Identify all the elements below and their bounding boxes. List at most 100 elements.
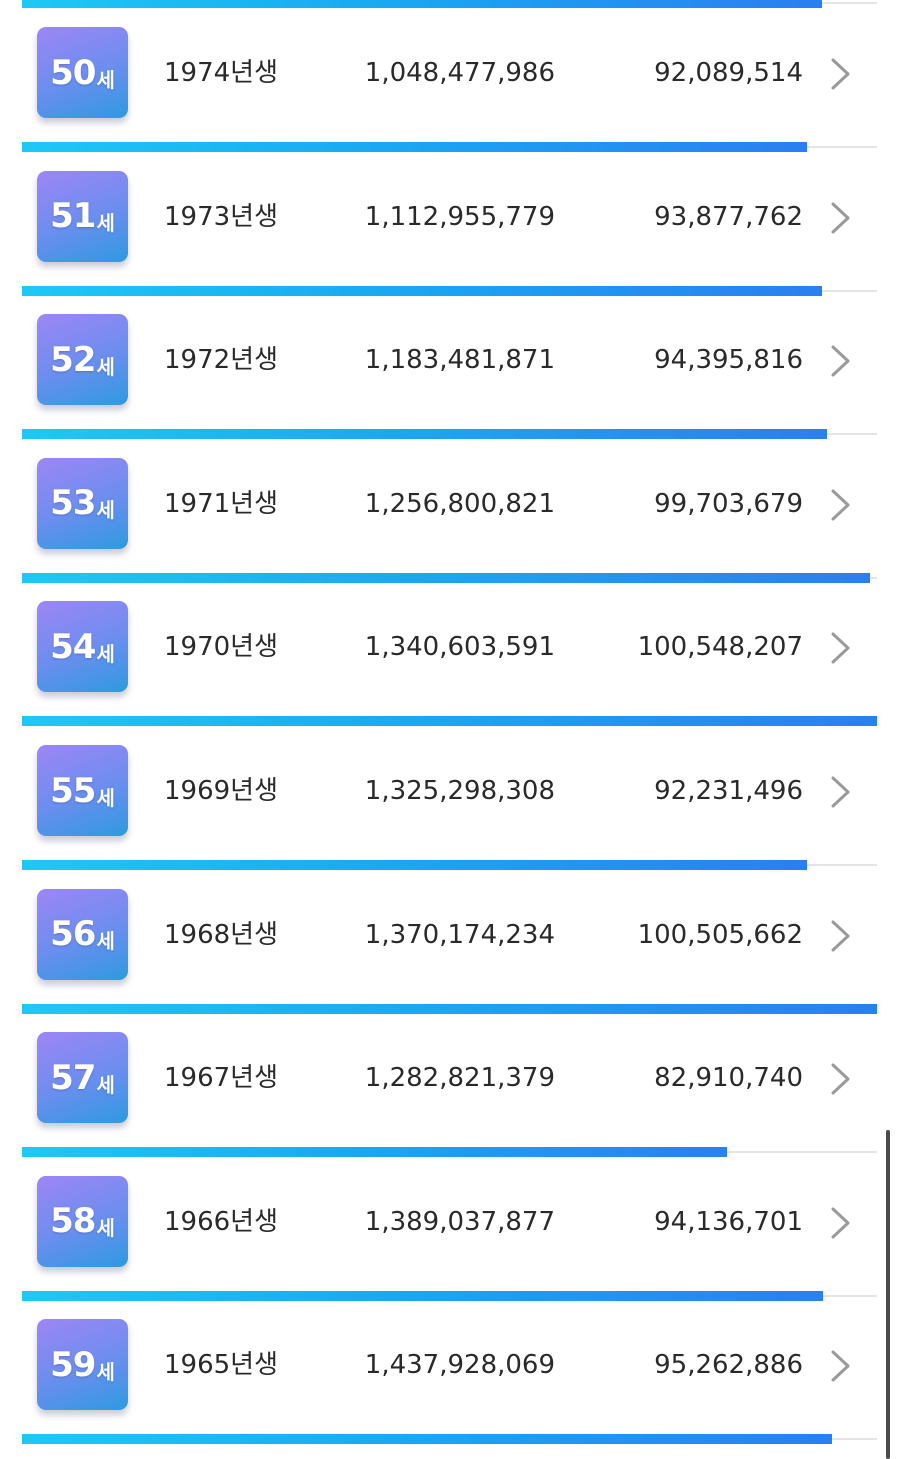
list-item[interactable]: 59 세 1965년생 1,437,928,069 95,262,886 xyxy=(0,1301,900,1434)
age-number: 55 xyxy=(50,770,96,811)
progress-bar-fill xyxy=(22,0,822,8)
list-item[interactable]: 50 세 1974년생 1,048,477,986 92,089,514 xyxy=(0,9,900,142)
age-number: 53 xyxy=(50,483,96,524)
progress-bar-fill xyxy=(22,860,807,870)
monthly-amount: 99,703,679 xyxy=(654,488,803,519)
progress-bar-fill xyxy=(22,716,877,727)
age-number: 54 xyxy=(50,626,96,667)
total-amount: 1,256,800,821 xyxy=(364,488,555,519)
list-item[interactable]: 52 세 1972년생 1,183,481,871 94,395,816 xyxy=(0,296,900,429)
birth-year-label: 1971년생 xyxy=(164,484,278,524)
age-badge: 53 세 xyxy=(37,457,128,549)
list-item[interactable]: 51 세 1973년생 1,112,955,779 93,877,762 xyxy=(0,153,900,286)
age-number: 59 xyxy=(50,1344,96,1385)
progress-bar xyxy=(22,285,877,296)
birth-year-label: 1970년생 xyxy=(164,627,278,667)
progress-bar-fill xyxy=(22,1147,727,1158)
chevron-right-icon[interactable] xyxy=(826,919,854,953)
chevron-right-icon[interactable] xyxy=(826,775,854,809)
birth-suffix: 년생 xyxy=(230,201,279,232)
birth-year: 1973 xyxy=(164,201,231,232)
birth-suffix: 년생 xyxy=(230,345,279,376)
monthly-amount: 93,877,762 xyxy=(654,201,803,232)
chevron-right-icon[interactable] xyxy=(826,1349,854,1383)
progress-bar xyxy=(22,572,877,583)
progress-bar-fill xyxy=(22,1434,832,1445)
list-item[interactable]: 57 세 1967년생 1,282,821,379 82,910,740 xyxy=(0,1014,900,1147)
age-unit: 세 xyxy=(96,929,115,954)
chevron-right-icon[interactable] xyxy=(826,488,854,522)
monthly-amount: 94,395,816 xyxy=(654,345,803,376)
chevron-right-icon[interactable] xyxy=(826,1062,854,1096)
chevron-right-icon[interactable] xyxy=(826,57,854,91)
age-number: 52 xyxy=(50,339,96,380)
scrollbar[interactable] xyxy=(886,1130,890,1459)
age-unit: 세 xyxy=(96,67,115,92)
birth-suffix: 년생 xyxy=(230,1206,279,1237)
birth-year-label: 1965년생 xyxy=(164,1345,278,1385)
list-item[interactable]: 53 세 1971년생 1,256,800,821 99,703,679 xyxy=(0,440,900,573)
birth-suffix: 년생 xyxy=(230,632,279,663)
birth-suffix: 년생 xyxy=(230,776,279,806)
birth-year: 1967 xyxy=(164,1063,231,1094)
progress-bar xyxy=(22,1434,877,1445)
age-number: 51 xyxy=(50,196,96,237)
chevron-right-icon[interactable] xyxy=(826,631,854,665)
total-amount: 1,112,955,779 xyxy=(364,201,555,232)
birth-suffix: 년생 xyxy=(230,919,279,950)
birth-year: 1968 xyxy=(164,919,231,950)
age-badge: 56 세 xyxy=(37,888,128,980)
progress-bar xyxy=(22,1003,877,1014)
age-unit: 세 xyxy=(96,354,115,379)
progress-bar xyxy=(22,142,877,152)
progress-bar xyxy=(22,1290,877,1301)
progress-bar-fill xyxy=(22,572,870,583)
age-number: 56 xyxy=(50,914,96,955)
age-badge: 59 세 xyxy=(37,1319,128,1411)
age-badge: 50 세 xyxy=(37,27,128,118)
list-item[interactable]: 54 세 1970년생 1,340,603,591 100,548,207 xyxy=(0,583,900,716)
chevron-right-icon[interactable] xyxy=(826,344,854,378)
age-unit: 세 xyxy=(96,1216,115,1241)
list-item[interactable]: 55 세 1969년생 1,325,298,308 92,231,496 xyxy=(0,727,900,860)
chevron-right-icon[interactable] xyxy=(826,1206,854,1240)
progress-bar-fill xyxy=(22,285,822,296)
progress-bar-fill xyxy=(22,1003,877,1014)
progress-bar-fill xyxy=(22,1290,823,1301)
birth-year-label: 1974년생 xyxy=(164,53,278,93)
progress-bar xyxy=(22,716,877,727)
age-badge: 55 세 xyxy=(37,745,128,836)
total-amount: 1,282,821,379 xyxy=(364,1063,555,1094)
total-amount: 1,325,298,308 xyxy=(364,776,555,806)
monthly-amount: 92,089,514 xyxy=(654,58,803,88)
birth-year: 1965 xyxy=(164,1350,231,1381)
age-unit: 세 xyxy=(96,641,115,666)
monthly-amount: 94,136,701 xyxy=(654,1206,803,1237)
birth-year-label: 1966년생 xyxy=(164,1202,278,1242)
age-number: 57 xyxy=(50,1057,96,1098)
birth-year-label: 1973년생 xyxy=(164,197,278,237)
total-amount: 1,389,037,877 xyxy=(364,1206,555,1237)
monthly-amount: 92,231,496 xyxy=(654,776,803,806)
age-badge: 54 세 xyxy=(37,601,128,693)
birth-suffix: 년생 xyxy=(230,1350,279,1381)
progress-bar-fill xyxy=(22,429,827,440)
monthly-amount: 100,505,662 xyxy=(637,919,803,950)
birth-year-label: 1968년생 xyxy=(164,915,278,955)
total-amount: 1,048,477,986 xyxy=(364,58,555,88)
progress-bar xyxy=(22,1147,877,1158)
list-item[interactable]: 56 세 1968년생 1,370,174,234 100,505,662 xyxy=(0,871,900,1004)
birth-year: 1972 xyxy=(164,345,231,376)
chevron-right-icon[interactable] xyxy=(826,201,854,235)
age-badge: 57 세 xyxy=(37,1032,128,1124)
monthly-amount: 82,910,740 xyxy=(654,1063,803,1094)
progress-bar xyxy=(22,860,877,870)
age-badge: 51 세 xyxy=(37,170,128,262)
age-unit: 세 xyxy=(96,1359,115,1384)
progress-bar-top xyxy=(22,0,877,8)
monthly-amount: 100,548,207 xyxy=(637,632,803,663)
age-badge: 52 세 xyxy=(37,314,128,406)
list-item[interactable]: 58 세 1966년생 1,389,037,877 94,136,701 xyxy=(0,1158,900,1291)
age-number: 50 xyxy=(50,52,96,93)
total-amount: 1,370,174,234 xyxy=(364,919,555,950)
